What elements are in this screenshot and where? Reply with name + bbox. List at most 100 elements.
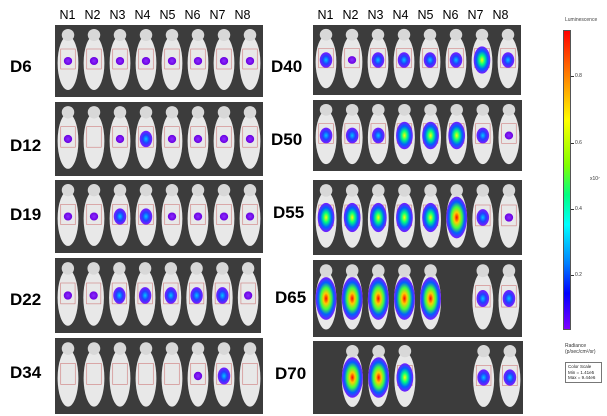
day-label-d34: D34 xyxy=(10,363,42,382)
luminescence-signal xyxy=(216,287,229,304)
luminescence-signal xyxy=(423,52,437,68)
mouse-head xyxy=(398,103,411,116)
legend-title: Luminescence xyxy=(565,17,598,23)
day-label-d65: D65 xyxy=(275,288,307,307)
column-label-n4: N4 xyxy=(392,8,409,22)
luminescence-signal xyxy=(502,289,516,308)
roi-box xyxy=(163,282,179,305)
mouse-head xyxy=(217,29,231,41)
roi-box xyxy=(86,363,102,385)
luminescence-signal xyxy=(193,371,203,381)
mouse-head xyxy=(424,264,437,278)
mouse-head xyxy=(501,28,515,41)
luminescence-signal xyxy=(167,134,177,144)
mouse-head xyxy=(139,184,153,197)
roi-box xyxy=(60,282,76,305)
color-scale-bar xyxy=(563,30,571,330)
mice-image-d50 xyxy=(315,103,520,165)
luminescence-signal xyxy=(476,127,490,144)
luminescence-signal xyxy=(113,208,127,225)
luminescence-signal xyxy=(473,46,491,74)
luminescence-signal xyxy=(245,212,255,221)
mouse-head xyxy=(191,184,205,197)
mouse-head xyxy=(477,345,490,358)
mouse-head xyxy=(450,184,463,197)
mice-image-d12 xyxy=(57,106,261,169)
luminescence-signal xyxy=(503,369,517,386)
day-label-d50: D50 xyxy=(271,130,303,149)
mouse-head xyxy=(424,103,437,116)
mouse-head xyxy=(319,264,333,278)
mouse-head xyxy=(398,345,412,358)
mouse-head xyxy=(372,264,385,278)
roi-box xyxy=(501,123,517,144)
column-label-n6: N6 xyxy=(184,8,201,22)
roi-box xyxy=(138,204,154,225)
mouse-head xyxy=(190,262,203,275)
mouse-head xyxy=(113,184,127,197)
mouse-head xyxy=(449,28,463,41)
day-label-d12: D12 xyxy=(10,136,42,155)
mice-image-d40 xyxy=(315,28,519,89)
luminescence-signal xyxy=(396,202,413,233)
mouse-head xyxy=(397,28,411,41)
roi-box xyxy=(344,48,360,69)
mouse-head xyxy=(87,106,101,119)
mice-image-d70 xyxy=(341,345,521,407)
luminescence-signal xyxy=(219,57,229,65)
mouse-head xyxy=(372,184,385,197)
panel-d22 xyxy=(55,258,261,333)
luminescence-signal xyxy=(422,202,439,233)
roi-box xyxy=(164,48,180,70)
mouse-head xyxy=(502,184,516,197)
mice-image-d55 xyxy=(315,184,520,248)
luminescence-signal xyxy=(396,363,414,392)
mouse-head xyxy=(319,28,333,41)
mouse-head xyxy=(87,342,101,355)
panel-d55 xyxy=(313,180,522,255)
day-label-d55: D55 xyxy=(273,203,305,222)
column-label-n5: N5 xyxy=(159,8,176,22)
day-label-d6: D6 xyxy=(10,57,32,76)
roi-box xyxy=(86,204,102,225)
mouse-head xyxy=(476,103,490,116)
mouse-head xyxy=(113,29,127,41)
luminescence-signal xyxy=(245,57,255,65)
scale-tick: 0.8 xyxy=(571,73,582,79)
luminescence-signal xyxy=(369,202,387,233)
luminescence-signal xyxy=(167,57,177,65)
roi-box xyxy=(60,204,76,225)
luminescence-signal xyxy=(476,209,490,226)
luminescence-signal xyxy=(217,367,231,385)
mouse-head xyxy=(139,106,153,119)
mouse-body xyxy=(83,113,105,169)
mice-image-d65 xyxy=(315,264,520,330)
mouse-body xyxy=(135,349,157,407)
color-scale-min: Min = 1.41e5 xyxy=(568,369,595,375)
mouse-head xyxy=(243,29,257,41)
column-label-n8: N8 xyxy=(234,8,251,22)
luminescence-signal xyxy=(244,291,253,300)
column-label-n4: N4 xyxy=(134,8,151,22)
roi-box xyxy=(86,126,102,148)
mouse-head xyxy=(502,103,516,116)
roi-box xyxy=(242,48,258,70)
luminescence-signal xyxy=(345,127,359,144)
day-label-d22: D22 xyxy=(10,290,42,309)
mouse-head xyxy=(191,106,205,119)
radiance-title: Radiance xyxy=(565,343,587,349)
mouse-head xyxy=(423,28,437,41)
roi-box xyxy=(60,48,76,70)
mouse-head xyxy=(476,184,490,197)
mouse-head xyxy=(345,264,359,278)
luminescence-signal xyxy=(167,212,177,221)
column-label-n2: N2 xyxy=(84,8,101,22)
panel-d50 xyxy=(313,100,522,171)
mouse-head xyxy=(345,28,359,41)
column-label-n1: N1 xyxy=(317,8,334,22)
panel-d34 xyxy=(55,338,263,414)
mouse-head xyxy=(164,262,178,275)
luminescence-signal xyxy=(347,56,357,64)
luminescence-signal xyxy=(319,127,333,144)
roi-box xyxy=(164,363,180,385)
